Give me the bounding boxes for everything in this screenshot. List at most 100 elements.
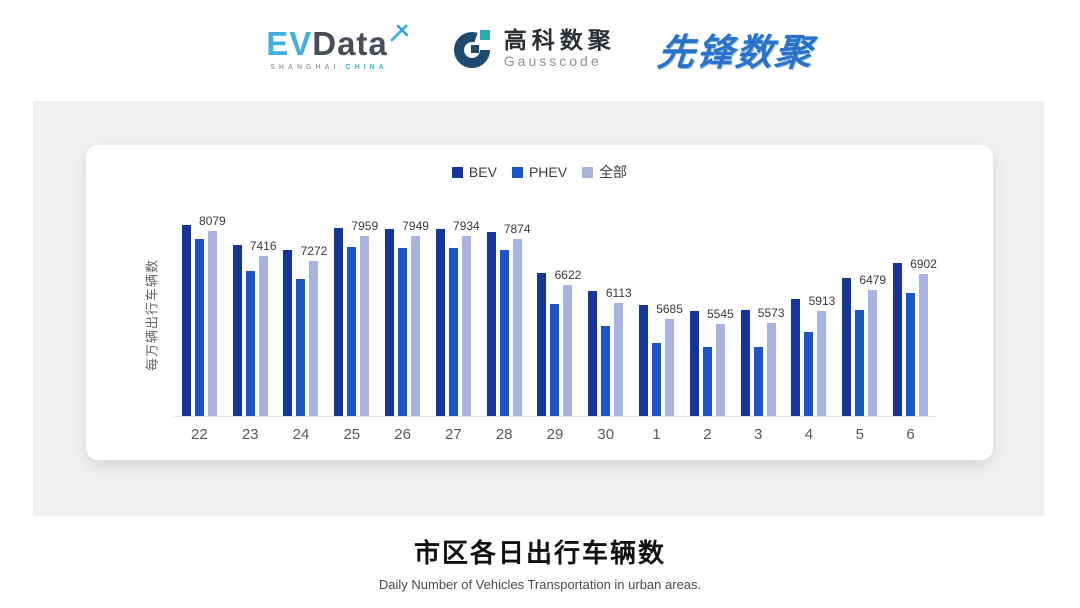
legend-label-all: 全部 (599, 164, 628, 180)
legend-item-bev[interactable]: BEV (451, 162, 497, 182)
bar-bev-day-24 (283, 250, 293, 416)
header: EV Data SHANGHAI CHINA 高科数聚 Gausscode 先锋… (0, 0, 1080, 97)
bar-phev-day-24 (296, 279, 306, 416)
bar-group-day-3: 5573 3 (733, 213, 785, 443)
bar-group-day-29: 6622 29 (530, 213, 582, 443)
bar-bev-day-27 (435, 229, 445, 416)
footer: 市区各日出行车辆数 Daily Number of Vehicles Trans… (0, 533, 1080, 592)
bar-group-day-22: 8079 22 (174, 213, 226, 443)
bar-bev-day-4 (791, 299, 801, 416)
x-tick-label-22: 22 (191, 426, 208, 443)
chart-card: BEV PHEV 全部 每万辆出行车辆数 8079 22 7416 23 7272 24 795… (86, 145, 993, 460)
bar-bev-day-6 (893, 263, 903, 416)
bar-phev-day-3 (753, 347, 763, 416)
bar-bev-day-28 (486, 232, 496, 416)
xianfeng-text: 先锋数聚 (655, 31, 816, 73)
bars-row (385, 229, 421, 416)
bars-row (486, 232, 522, 416)
y-axis-title: 每万辆出行车辆数 (144, 258, 160, 372)
bar-bev-day-29 (537, 273, 547, 416)
bar-phev-day-4 (804, 332, 814, 416)
bar-group-day-27: 7934 27 (428, 213, 480, 443)
bar-group-day-1: 5685 1 (631, 213, 683, 443)
plot-area: 8079 22 7416 23 7272 24 7959 25 7949 26 7934 27 7874… (174, 213, 937, 443)
legend: BEV PHEV 全部 (86, 162, 993, 182)
legend-item-phev[interactable]: PHEV (511, 162, 568, 182)
bar-phev-day-2 (702, 347, 712, 416)
gausscode-text: 高科数聚 Gausscode (504, 28, 616, 69)
bar-all-day-26 (411, 236, 421, 416)
x-tick-label-5: 5 (855, 426, 864, 443)
x-tick-label-2: 2 (703, 426, 712, 443)
bar-bev-day-5 (842, 278, 852, 416)
bar-phev-day-5 (855, 310, 865, 416)
xianfeng-logo: 先锋数聚 (655, 22, 817, 76)
bars-row (689, 311, 725, 416)
bars-row (283, 250, 319, 416)
value-label-day-26: 7949 (402, 219, 429, 233)
bar-all-day-3 (766, 323, 776, 416)
bar-bev-day-30 (588, 291, 598, 416)
value-label-day-1: 5685 (656, 302, 683, 316)
bar-all-day-6 (919, 274, 929, 416)
legend-item-all[interactable]: 全部 (582, 162, 627, 182)
bar-phev-day-30 (601, 326, 611, 416)
value-label-day-27: 7934 (453, 219, 480, 233)
chart-panel: BEV PHEV 全部 每万辆出行车辆数 8079 22 7416 23 7272 24 795… (33, 101, 1044, 516)
gausscode-g-mark-icon (453, 29, 490, 68)
legend-swatch-icon (511, 166, 523, 178)
evdata-wordmark: EV Data (266, 24, 409, 60)
bar-bev-day-22 (181, 225, 191, 416)
bar-phev-day-26 (398, 248, 408, 416)
bar-bev-day-23 (232, 245, 242, 416)
gausscode-logo: 高科数聚 Gausscode (451, 27, 616, 71)
value-label-day-29: 6622 (554, 268, 582, 282)
bar-phev-day-1 (652, 343, 662, 416)
x-tick-label-26: 26 (394, 426, 411, 443)
bar-all-day-24 (309, 261, 319, 416)
bars-row (893, 263, 929, 416)
value-label-day-22: 8079 (199, 214, 226, 228)
x-tick-label-28: 28 (495, 426, 513, 443)
bar-phev-day-27 (448, 248, 458, 416)
bars-row (537, 273, 573, 416)
bars-row (791, 299, 827, 416)
bar-phev-day-25 (347, 247, 357, 416)
x-tick-label-29: 29 (546, 426, 564, 443)
value-label-day-25: 7959 (351, 219, 379, 233)
value-label-day-3: 5573 (757, 306, 785, 320)
x-tick-label-6: 6 (906, 426, 915, 443)
legend-label-bev: BEV (468, 164, 497, 180)
value-label-day-4: 5913 (808, 294, 836, 308)
bar-phev-day-23 (245, 271, 255, 416)
bar-all-day-25 (360, 236, 370, 416)
x-tick-label-24: 24 (292, 426, 310, 443)
bar-phev-day-6 (906, 293, 916, 416)
value-label-day-28: 7874 (503, 222, 531, 236)
bar-all-day-28 (512, 239, 522, 416)
bars-row (232, 245, 268, 416)
bar-group-day-5: 6479 5 (834, 213, 887, 443)
page-subtitle: Daily Number of Vehicles Transportation … (378, 577, 702, 592)
bars-row (588, 291, 624, 416)
bars-row (334, 228, 370, 416)
bars-row (435, 229, 471, 416)
bar-phev-day-29 (550, 304, 560, 416)
evdata-cross-arrow-icon (390, 24, 408, 41)
legend-label-phev: PHEV (528, 164, 568, 180)
page-title: 市区各日出行车辆数 (413, 538, 666, 568)
x-tick-label-23: 23 (241, 426, 259, 443)
bars-row (842, 278, 878, 416)
bars-row (181, 225, 217, 416)
bar-all-day-4 (817, 311, 827, 416)
bar-group-day-6: 6902 6 (885, 213, 937, 443)
value-label-day-5: 6479 (859, 273, 887, 287)
bar-all-day-23 (258, 256, 268, 416)
x-tick-label-27: 27 (445, 426, 462, 443)
bars-row (740, 310, 776, 416)
value-label-day-30: 6113 (605, 286, 632, 300)
gausscode-cn-text: 高科数聚 (503, 27, 616, 54)
x-tick-label-3: 3 (753, 426, 763, 443)
bar-bev-day-1 (639, 305, 649, 416)
value-label-day-24: 7272 (300, 244, 328, 258)
